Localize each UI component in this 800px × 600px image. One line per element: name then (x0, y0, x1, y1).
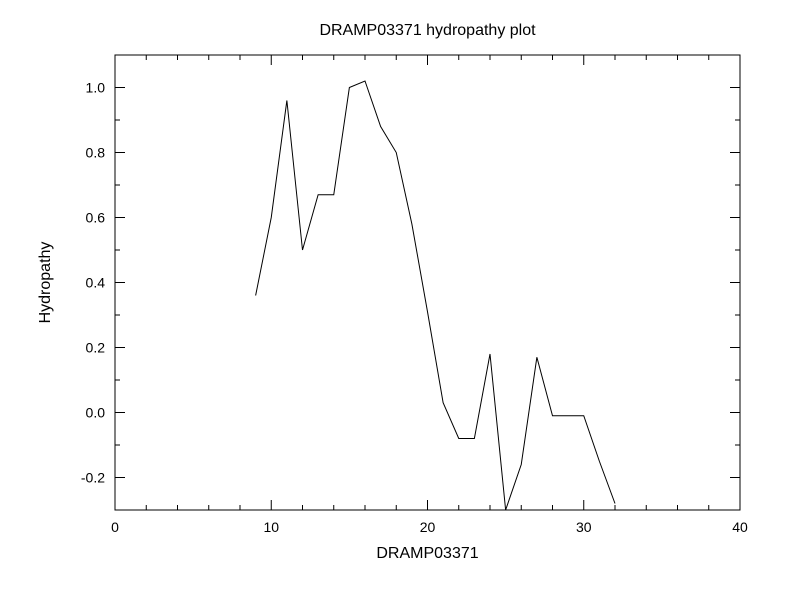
y-tick-label: 0.4 (86, 275, 106, 291)
x-tick-label: 10 (263, 519, 279, 535)
x-tick-label: 30 (576, 519, 592, 535)
y-tick-label: 0.0 (86, 405, 106, 421)
y-tick-label: 0.2 (86, 340, 106, 356)
chart-container: 0 10 20 30 40 -0.2 0.0 0.2 0.4 0.6 0.8 1.0 DRAMP0337… (0, 0, 800, 600)
y-tick-label: 0.6 (86, 210, 106, 226)
x-tick-label: 0 (111, 519, 119, 535)
y-tick-label: 1.0 (86, 80, 106, 96)
data-line (256, 81, 615, 510)
x-tick-label: 20 (420, 519, 436, 535)
y-axis-label: Hydropathy (37, 242, 54, 324)
plot-box (115, 55, 740, 510)
y-tick-label: -0.2 (81, 470, 105, 486)
x-tick-label: 40 (732, 519, 748, 535)
x-axis-label: DRAMP03371 (376, 545, 478, 562)
chart-title: DRAMP03371 hydropathy plot (319, 22, 536, 39)
hydropathy-plot: 0 10 20 30 40 -0.2 0.0 0.2 0.4 0.6 0.8 1.0 DRAMP0337… (0, 0, 800, 600)
y-tick-label: 0.8 (86, 145, 106, 161)
